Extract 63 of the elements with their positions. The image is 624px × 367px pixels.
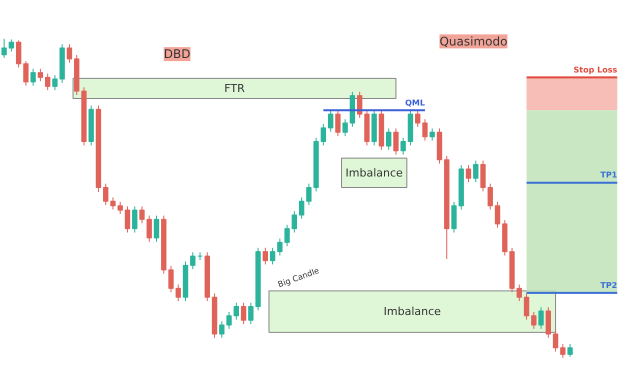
candlestick — [546, 306, 551, 338]
candlestick — [473, 160, 478, 183]
annotation: Big Candle — [276, 266, 320, 290]
candlestick — [8, 38, 14, 52]
candlestick — [52, 74, 58, 91]
band-label: FTR — [224, 82, 246, 95]
annotation: DBD — [164, 47, 190, 62]
candlestick — [146, 215, 152, 242]
candlestick — [524, 292, 530, 320]
candlestick — [393, 128, 399, 156]
candlestick — [176, 284, 181, 302]
candlestick — [292, 210, 298, 234]
candlestick — [270, 247, 276, 265]
ref-line-label: QML — [405, 98, 425, 108]
candlestick — [30, 68, 36, 86]
candlestick — [342, 118, 348, 137]
candlestick — [110, 196, 116, 210]
ref-line-label: Stop Loss — [574, 65, 618, 74]
candlestick — [552, 330, 558, 352]
candlestick — [567, 343, 573, 358]
ref-line-label: TP1 — [600, 170, 618, 180]
candlestick — [488, 183, 493, 210]
candlestick — [516, 284, 522, 302]
candlestick — [560, 343, 566, 358]
candlestick — [1, 38, 7, 58]
band-label: Imbalance — [346, 166, 404, 180]
candlestick — [234, 302, 239, 320]
candlestick — [124, 206, 130, 234]
candlestick — [284, 224, 290, 247]
candlestick — [219, 320, 224, 338]
candlestick — [415, 110, 420, 128]
candlestick — [356, 91, 362, 118]
candlestick — [132, 206, 138, 234]
candlestick — [262, 247, 268, 265]
candlestick — [430, 128, 435, 142]
candlestick — [226, 311, 232, 330]
candlestick — [38, 68, 44, 82]
candlestick — [328, 110, 334, 132]
candlestick — [335, 110, 341, 137]
candlestick — [240, 302, 246, 325]
candlestick — [531, 311, 536, 330]
candlestick — [480, 160, 486, 192]
candlestick — [422, 118, 428, 142]
candlestick — [190, 252, 196, 270]
candlestick — [44, 73, 50, 91]
candlestick — [139, 206, 145, 224]
band-label: Imbalance — [384, 305, 442, 318]
candlestick — [168, 266, 174, 293]
candlestick — [451, 201, 457, 234]
annotation: Quasimodo — [439, 34, 508, 48]
ref-line-label: TP2 — [600, 280, 618, 290]
candlestick — [320, 124, 326, 146]
candlestick — [118, 201, 123, 214]
candlestick — [494, 201, 500, 228]
candlestick — [466, 164, 472, 183]
candlestick — [66, 44, 72, 64]
candlestick — [400, 137, 406, 156]
candlestick — [154, 215, 160, 242]
candlestick — [386, 128, 392, 150]
candlestick — [277, 238, 283, 256]
candlestick — [538, 306, 544, 330]
candlestick — [103, 183, 108, 206]
candlestick — [248, 302, 254, 325]
